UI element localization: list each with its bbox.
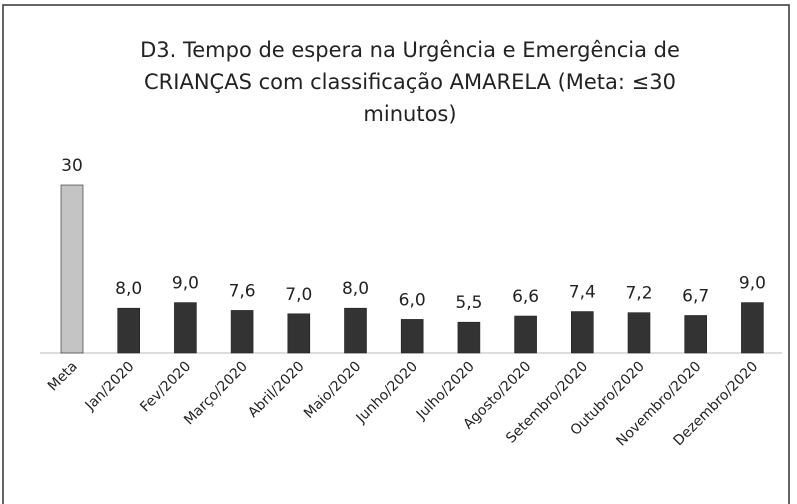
bar (287, 313, 311, 354)
value-label: 7,2 (625, 284, 652, 304)
bar (741, 302, 764, 354)
value-label: 7,0 (285, 285, 312, 305)
x-tick-label: Jan/2020 (82, 359, 138, 415)
value-label: 7,6 (229, 281, 256, 301)
bar (627, 312, 651, 354)
chart-title: D3. Tempo de espera na Urgência e Emergê… (140, 38, 680, 126)
value-label: 30 (61, 156, 83, 176)
x-tick-label: Meta (45, 359, 81, 395)
value-label: 8,0 (115, 279, 142, 299)
value-label: 6,7 (682, 286, 709, 306)
bar (230, 310, 254, 354)
x-tick-label: Abril/2020 (245, 359, 307, 421)
bar (457, 321, 481, 354)
value-label: 5,5 (455, 293, 482, 313)
bar (570, 311, 594, 354)
value-label: 6,0 (399, 290, 426, 310)
bar (684, 315, 708, 354)
bar (400, 319, 424, 354)
bar (117, 307, 140, 354)
bar (60, 184, 84, 354)
bar (344, 307, 367, 354)
chart-frame (2, 4, 790, 504)
value-label: 9,0 (172, 274, 199, 294)
value-label: 7,4 (569, 283, 596, 303)
value-label: 9,0 (739, 274, 766, 294)
x-tick-label: Fev/2020 (137, 359, 194, 416)
value-label: 8,0 (342, 279, 369, 299)
bar (174, 302, 197, 354)
value-label: 6,6 (512, 287, 539, 307)
bar (514, 315, 537, 354)
